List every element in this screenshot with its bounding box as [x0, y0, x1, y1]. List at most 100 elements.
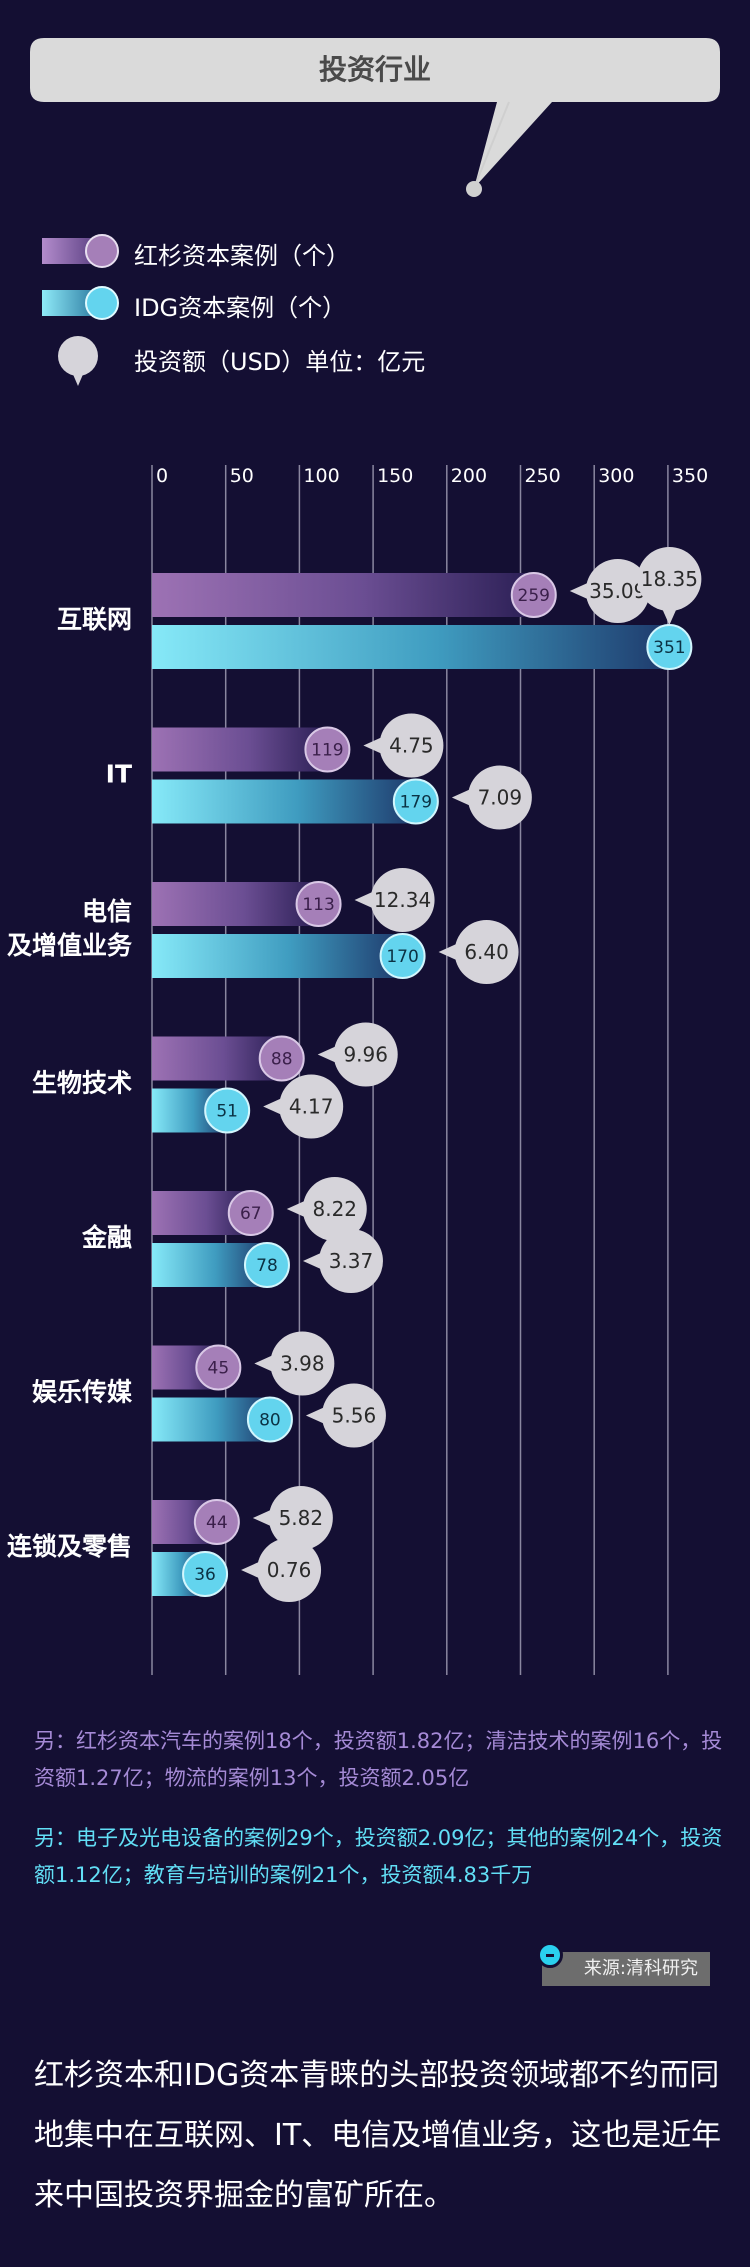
bubble-pointer	[317, 1045, 338, 1064]
legend-idg-label: IDG资本案例（个）	[134, 294, 347, 322]
amount-bubble-icon	[58, 336, 98, 376]
value-label: 51	[216, 1102, 238, 1122]
value-label: 44	[206, 1513, 228, 1533]
category-label: 连锁及零售	[7, 1532, 132, 1561]
category-label: IT	[106, 760, 132, 789]
amount-label: 7.09	[478, 786, 523, 810]
value-label: 113	[302, 895, 334, 915]
bubble-pointer	[263, 1097, 284, 1116]
amount-bubble	[321, 1383, 386, 1448]
idg-legend-dot	[85, 286, 119, 320]
minus-icon	[537, 1942, 563, 1968]
bubble-pointer	[451, 788, 472, 807]
bubble-pointer	[286, 1200, 307, 1218]
bubble-pointer	[305, 1406, 326, 1425]
bubble-pointer	[438, 943, 459, 961]
category-label: 娱乐传媒	[32, 1378, 133, 1407]
source-label: 来源:清科研究	[542, 1952, 710, 1986]
amount-bubble	[318, 1229, 383, 1293]
bar	[152, 882, 319, 926]
sequoia-legend-dot	[85, 234, 119, 268]
value-label: 45	[208, 1359, 230, 1379]
page-title: 投资行业	[318, 53, 431, 86]
bar-chart: 0 50 100 150 200 250 300 350 互联网 259 35.09 351 18.3…	[7, 465, 708, 1675]
value-label: 78	[256, 1256, 278, 1276]
value-dot	[195, 1344, 242, 1391]
category-label: 金融	[81, 1223, 132, 1252]
bubble-pointer	[569, 582, 590, 600]
value-label: 259	[518, 586, 550, 606]
amount-bubble	[333, 1022, 398, 1087]
bar	[152, 625, 670, 669]
value-label: 88	[271, 1050, 293, 1070]
amount-label: 4.75	[389, 734, 434, 758]
value-label: 119	[311, 741, 343, 761]
value-dot	[392, 778, 439, 825]
value-label: 36	[194, 1565, 216, 1585]
x-tick-label: 250	[525, 465, 561, 487]
x-tick-label: 100	[303, 465, 339, 487]
value-dot	[510, 572, 557, 618]
value-dot	[204, 1087, 251, 1134]
value-label: 351	[653, 638, 685, 658]
title-callout	[30, 38, 720, 197]
value-label: 179	[400, 793, 432, 813]
x-tick-label: 350	[672, 465, 708, 487]
amount-label: 5.82	[279, 1506, 324, 1530]
x-tick-label: 200	[451, 465, 487, 487]
legend-sequoia-label: 红杉资本案例（个）	[134, 242, 350, 270]
amount-label: 9.96	[343, 1043, 388, 1067]
amount-bubble	[585, 559, 650, 623]
amount-bubble	[454, 920, 519, 984]
value-dot	[243, 1242, 290, 1288]
amount-label: 4.17	[289, 1095, 334, 1119]
bubble-pointer	[302, 1252, 323, 1270]
value-dot	[246, 1396, 293, 1443]
amount-bubble	[270, 1331, 335, 1396]
amount-bubble	[379, 713, 444, 778]
bar	[152, 934, 403, 978]
amount-label: 0.76	[267, 1558, 312, 1582]
amount-bubble	[370, 868, 435, 932]
x-tick-label: 0	[156, 465, 168, 487]
amount-label: 12.34	[374, 888, 431, 912]
value-dot	[379, 933, 426, 979]
x-tick-label: 300	[598, 465, 634, 487]
amount-bubble	[637, 547, 702, 611]
amount-bubble	[467, 765, 532, 830]
bubble-pointer	[252, 1509, 273, 1527]
value-dot	[193, 1499, 240, 1545]
value-label: 80	[259, 1411, 281, 1431]
bubble-pointer	[254, 1354, 275, 1373]
x-tick-label: 150	[377, 465, 413, 487]
category-label: 互联网	[57, 605, 132, 634]
bubble-pointer	[354, 891, 375, 909]
value-label: 67	[240, 1204, 262, 1224]
conclusion-text: 红杉资本和IDG资本青睐的头部投资领域都不约而同地集中在互联网、IT、电信及增值…	[34, 2058, 722, 2213]
bubble-pointer	[661, 607, 678, 625]
amount-bubble	[268, 1486, 333, 1550]
category-label: 电信	[82, 897, 132, 926]
bubble-pointer	[363, 736, 384, 755]
amount-label: 18.35	[641, 567, 698, 591]
bar	[152, 727, 328, 772]
idg-other-note: 另：电子及光电设备的案例29个，投资额2.09亿；其他的案例24个，投资额1.1…	[34, 1826, 723, 1887]
bar	[152, 573, 534, 617]
amount-bubble	[279, 1074, 344, 1139]
category-label: 生物技术	[32, 1069, 132, 1098]
amount-label: 5.56	[332, 1404, 377, 1428]
amount-bubble	[302, 1177, 367, 1241]
value-dot	[304, 726, 351, 773]
amount-label: 8.22	[312, 1197, 357, 1221]
category-label: 及增值业务	[7, 931, 132, 960]
amount-label: 6.40	[464, 940, 509, 964]
callout-pointer-dot	[466, 181, 482, 197]
bubble-pointer	[241, 1561, 262, 1579]
legend-amount-label: 投资额（USD）单位：亿元	[134, 348, 426, 376]
amount-label: 35.09	[589, 579, 646, 603]
value-label: 170	[386, 947, 418, 967]
value-dot	[295, 881, 342, 927]
value-dot	[182, 1551, 229, 1597]
sequoia-other-note: 另：红杉资本汽车的案例18个，投资额1.82亿；清洁技术的案例16个，投资额1.…	[34, 1729, 723, 1790]
value-dot	[258, 1035, 305, 1082]
